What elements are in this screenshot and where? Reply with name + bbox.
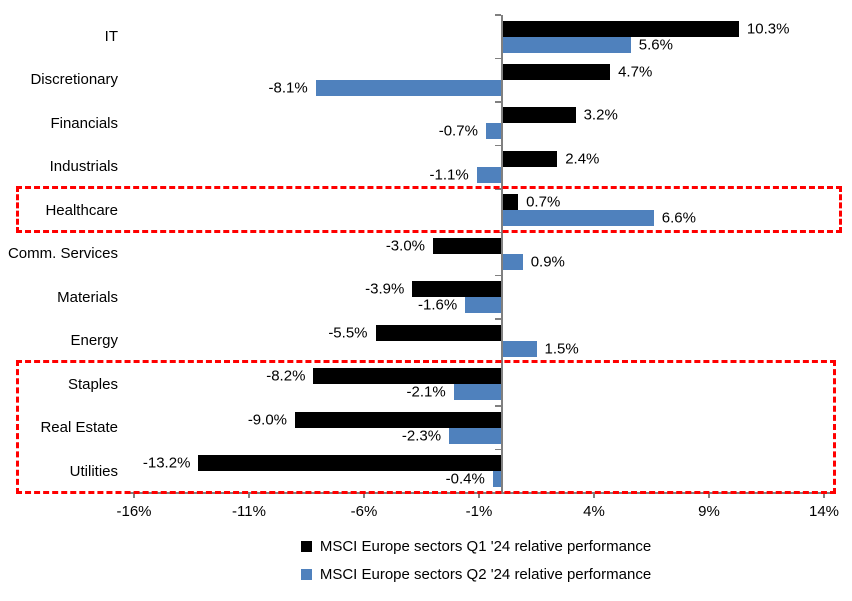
bar-q1-comm-services — [433, 237, 502, 254]
y-axis-tick-9 — [495, 405, 501, 407]
bar-q2-materials — [465, 297, 502, 314]
bar-q1-utilities — [198, 455, 502, 472]
category-label-comm-services: Comm. Services — [7, 245, 118, 263]
bar-q2-utilities — [492, 471, 502, 488]
value-label-q2-staples: -2.1% — [406, 383, 446, 401]
value-label-q1-staples: -8.2% — [266, 367, 306, 385]
value-label-q2-discretionary: -8.1% — [268, 79, 308, 97]
category-label-financials: Financials — [50, 114, 118, 132]
value-label-q1-healthcare: 0.7% — [526, 193, 561, 211]
value-label-q1-utilities: -13.2% — [142, 454, 191, 472]
value-label-q2-real-estate: -2.3% — [401, 427, 442, 445]
category-label-healthcare: Healthcare — [45, 201, 118, 219]
legend-label-q1: MSCI Europe sectors Q1 '24 relative perf… — [319, 537, 652, 555]
bar-q1-healthcare — [502, 194, 519, 211]
x-axis-tick-5 — [708, 493, 710, 498]
y-axis-tick-7 — [495, 318, 501, 320]
x-axis-tick-2 — [363, 493, 365, 498]
legend-label-q2: MSCI Europe sectors Q2 '24 relative perf… — [319, 565, 652, 583]
bar-q2-energy — [502, 340, 537, 357]
x-axis-tick-0 — [133, 493, 135, 498]
x-axis-tick-4 — [593, 493, 595, 498]
bar-q2-industrials — [476, 166, 502, 183]
bar-q1-energy — [375, 324, 502, 341]
y-axis-line — [500, 15, 503, 493]
bar-q2-staples — [453, 384, 502, 401]
category-label-materials: Materials — [57, 288, 118, 306]
value-label-q1-energy: -5.5% — [328, 324, 368, 342]
value-label-q2-financials: -0.7% — [438, 122, 478, 140]
bar-q2-healthcare — [502, 210, 654, 227]
category-label-energy: Energy — [70, 332, 118, 350]
legend-swatch-q2-icon — [300, 568, 312, 580]
y-axis-tick-1 — [495, 57, 501, 60]
category-label-staples: Staples — [67, 375, 118, 393]
legend-item-q2: MSCI Europe sectors Q2 '24 relative perf… — [300, 560, 652, 588]
x-tick-label-3: -1% — [465, 503, 493, 520]
bar-q1-materials — [412, 281, 502, 298]
legend: MSCI Europe sectors Q1 '24 relative perf… — [100, 532, 852, 588]
value-label-q2-utilities: -0.4% — [445, 470, 485, 488]
bar-q1-financials — [502, 107, 576, 124]
value-label-q2-materials: -1.6% — [418, 296, 458, 314]
y-axis-tick-0 — [495, 14, 501, 16]
bar-q2-comm-services — [502, 253, 523, 270]
value-label-q1-financials: 3.2% — [583, 106, 618, 124]
bar-q2-it — [502, 36, 631, 53]
value-label-q1-industrials: 2.4% — [565, 150, 600, 168]
x-axis-tick-1 — [248, 493, 250, 498]
category-label-utilities: Utilities — [69, 462, 118, 480]
bar-q2-real-estate — [449, 427, 502, 444]
x-tick-label-4: 4% — [583, 503, 605, 520]
y-axis-tick-2 — [495, 101, 501, 103]
bar-q1-it — [502, 20, 739, 37]
value-label-q1-materials: -3.9% — [365, 280, 405, 298]
x-axis-tick-3 — [478, 493, 480, 498]
legend-swatch-q1-icon — [300, 540, 312, 552]
x-tick-label-5: 9% — [698, 503, 720, 520]
value-label-q1-discretionary: 4.7% — [618, 63, 653, 81]
value-label-q1-real-estate: -9.0% — [247, 411, 287, 429]
legend-item-q1: MSCI Europe sectors Q1 '24 relative perf… — [300, 532, 652, 560]
bar-q2-discretionary — [315, 79, 502, 96]
x-tick-label-2: -6% — [350, 503, 378, 520]
highlight-box-healthcare — [16, 185, 842, 234]
bar-q1-industrials — [502, 150, 558, 167]
category-label-discretionary: Discretionary — [30, 71, 118, 89]
category-label-industrials: Industrials — [49, 158, 118, 176]
bar-q1-real-estate — [295, 411, 502, 428]
value-label-q1-comm-services: -3.0% — [385, 237, 425, 255]
value-label-q2-comm-services: 0.9% — [530, 253, 565, 271]
x-axis-tick-6 — [823, 493, 825, 498]
highlight-box-staples-real-estate-utilities — [16, 359, 836, 494]
y-axis-tick-10 — [495, 448, 501, 451]
value-label-q1-it: 10.3% — [746, 20, 790, 37]
bar-q1-discretionary — [502, 63, 611, 80]
y-axis-tick-3 — [495, 144, 501, 147]
x-tick-label-6: 14% — [808, 503, 840, 520]
category-label-it: IT — [104, 28, 118, 45]
value-label-q2-energy: 1.5% — [544, 340, 579, 358]
category-label-real-estate: Real Estate — [40, 419, 118, 437]
value-label-q2-it: 5.6% — [638, 36, 673, 53]
y-axis-tick-6 — [495, 274, 501, 277]
bar-q1-staples — [313, 368, 502, 385]
x-tick-label-1: -11% — [232, 503, 266, 520]
value-label-q2-industrials: -1.1% — [429, 166, 469, 184]
bar-q2-financials — [485, 123, 502, 140]
value-label-q2-healthcare: 6.6% — [661, 209, 696, 227]
x-tick-label-0: -16% — [116, 503, 152, 520]
